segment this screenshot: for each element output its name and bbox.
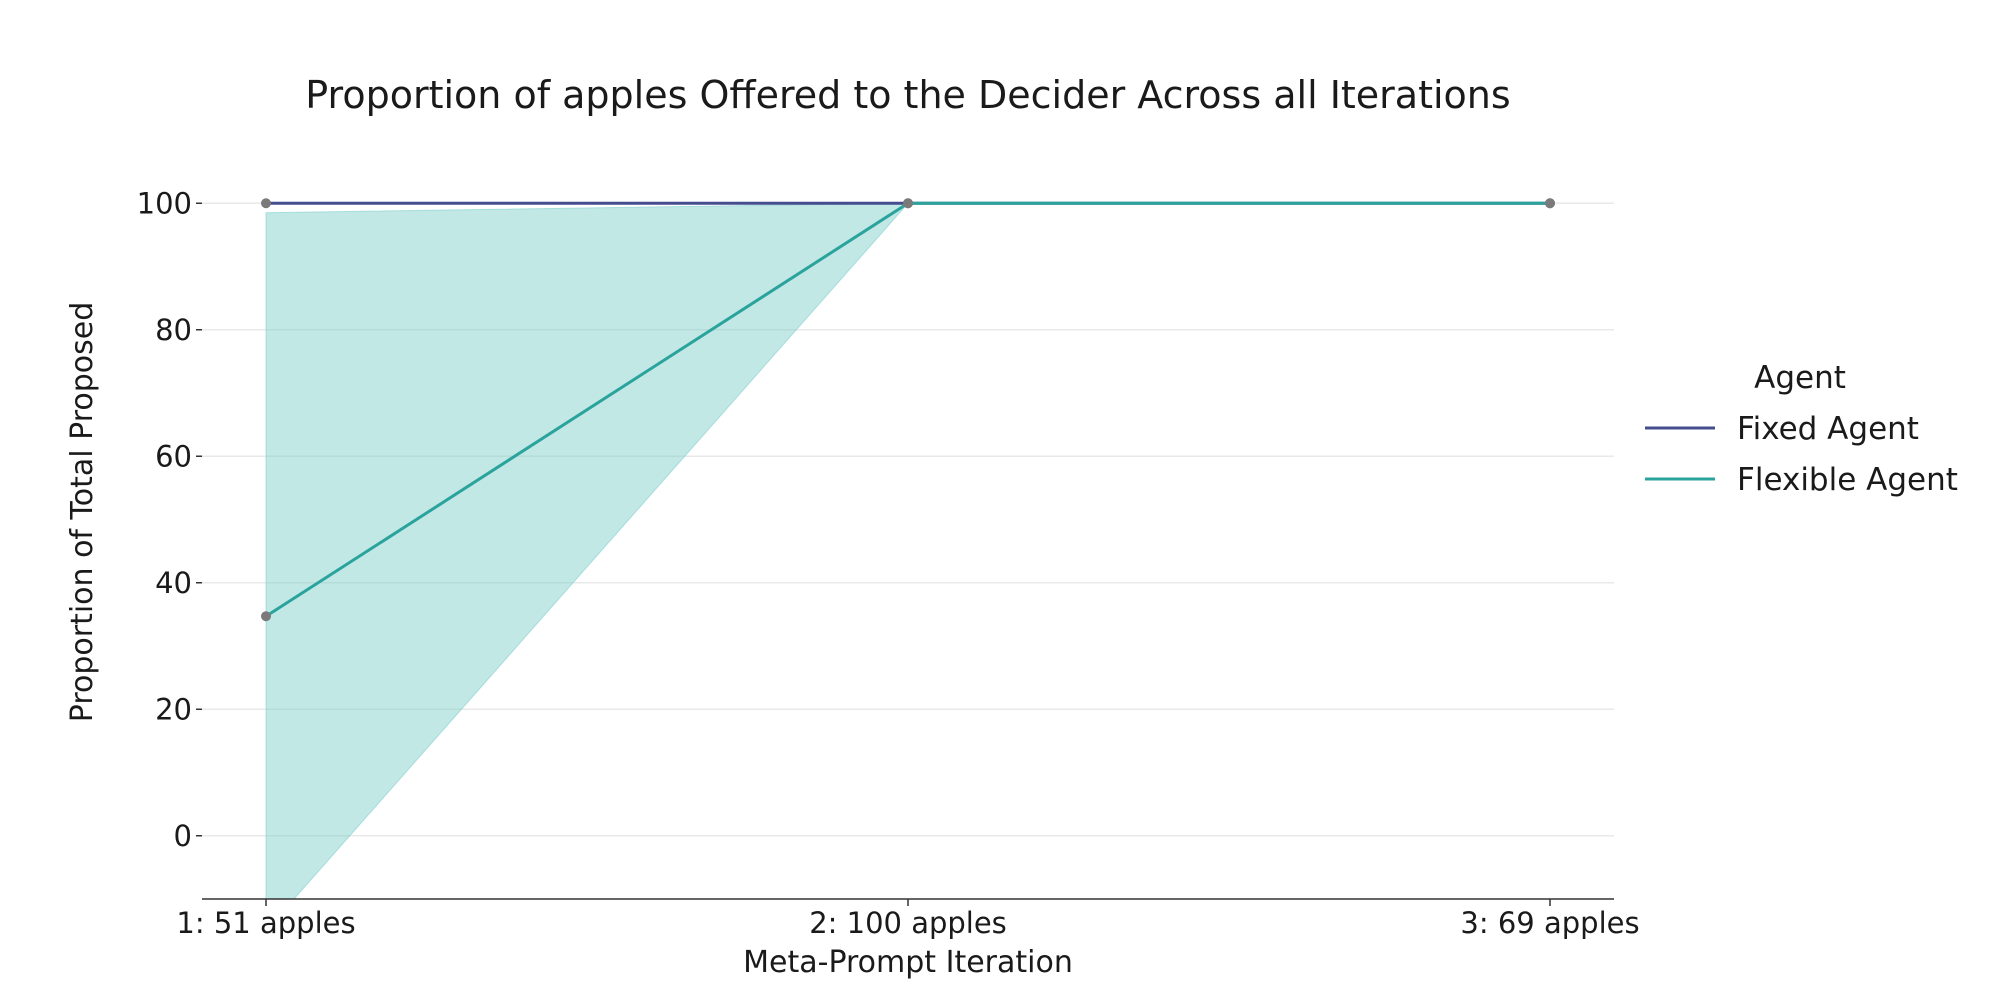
marker-2-3 [1545, 198, 1555, 209]
y-tick-label-80: 80 [155, 313, 192, 347]
marker-2-1 [261, 611, 271, 622]
x-axis-ticks: 1: 51 apples 2: 100 apples 3: 69 apples [176, 899, 1640, 940]
legend-title: Agent [1754, 360, 1846, 396]
marker-1-1 [261, 198, 271, 209]
x-tick-label-1: 1: 51 apples [176, 906, 355, 940]
y-tick-label-20: 20 [155, 692, 192, 726]
y-tick-label-60: 60 [155, 439, 192, 473]
legend-label-1: Fixed Agent [1737, 411, 1919, 447]
y-tick-label-0: 0 [174, 819, 192, 853]
x-tick-label-2: 2: 100 apples [809, 906, 1007, 940]
y-tick-label-40: 40 [155, 566, 192, 600]
data-markers [261, 198, 1555, 622]
chart-title: Proportion of apples Offered to the Deci… [305, 73, 1510, 117]
x-axis-label: Meta-Prompt Iteration [743, 945, 1073, 980]
legend-label-2: Flexible Agent [1737, 462, 1958, 498]
y-axis-label: Proportion of Total Proposed [65, 302, 100, 723]
confidence-band-2 [265, 202, 1550, 899]
legend: Agent Fixed Agent Flexible Agent [1645, 360, 1958, 498]
marker-2-2 [903, 198, 913, 209]
x-tick-label-3: 3: 69 apples [1460, 906, 1639, 940]
y-axis-ticks: 0 20 40 60 80 100 [137, 186, 202, 853]
confidence-bands [265, 202, 1550, 899]
y-tick-label-100: 100 [137, 186, 192, 220]
